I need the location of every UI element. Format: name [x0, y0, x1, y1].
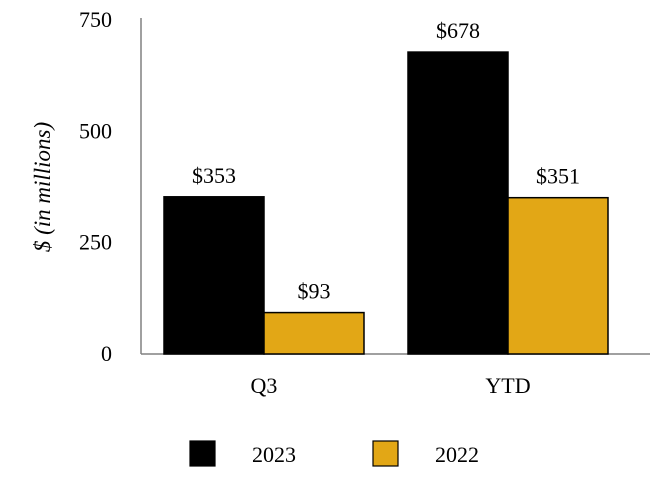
- bar-2022-YTD: [507, 196, 609, 355]
- data-label: $93: [298, 279, 331, 304]
- bar-2022-Q3: [263, 311, 365, 355]
- legend-label: 2022: [435, 442, 479, 467]
- y-tick-label: 0: [101, 341, 112, 366]
- bar-2023-YTD: [407, 51, 509, 355]
- y-axis: 0 250 500 750: [79, 7, 142, 366]
- data-label: $678: [436, 18, 480, 43]
- bars: [163, 51, 609, 355]
- y-tick-label: 250: [79, 230, 112, 255]
- data-label: $353: [192, 163, 236, 188]
- y-tick-label: 500: [79, 118, 112, 143]
- y-axis-title: $ (in millions): [30, 122, 55, 252]
- legend: 2023 2022: [189, 440, 479, 467]
- x-axis: Q3 YTD: [141, 353, 650, 398]
- bar-2023-Q3: [163, 196, 265, 355]
- data-labels: $353 $678 $93 $351: [192, 18, 580, 304]
- legend-swatch-2022: [372, 440, 399, 467]
- x-tick-label: Q3: [251, 373, 278, 398]
- legend-label: 2023: [252, 442, 296, 467]
- data-label: $351: [536, 164, 580, 189]
- x-tick-label: YTD: [485, 373, 530, 398]
- y-tick-label: 750: [79, 7, 112, 32]
- legend-swatch-2023: [189, 440, 216, 467]
